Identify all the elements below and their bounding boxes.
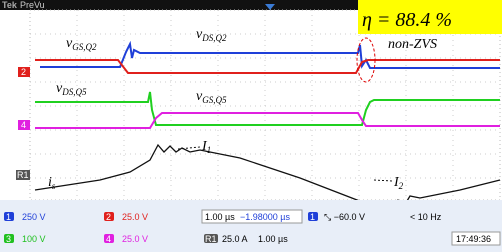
label-sub: s xyxy=(52,181,56,191)
label-sub: DS,Q5 xyxy=(61,87,87,97)
ch-scale: 250 V xyxy=(22,212,46,222)
ch-scale: 100 V xyxy=(22,234,46,244)
clock: 17:49:36 xyxy=(456,234,491,244)
ref-time: 1.00 µs xyxy=(258,234,288,244)
trigger-level: ⤡ −60.0 V xyxy=(324,212,365,222)
freq: < 10 Hz xyxy=(410,212,442,222)
ch-num: 2 xyxy=(106,212,111,222)
channel-marker-label: 4 xyxy=(21,120,26,130)
page: Tek PreVu η = 88.4 % vGS,Q2 vDS,Q2 non-Z… xyxy=(0,0,502,252)
ch-num: 1 xyxy=(6,212,11,222)
trig-num: 1 xyxy=(310,212,315,222)
label-sub: DS,Q2 xyxy=(201,33,227,43)
efficiency: η = 88.4 % xyxy=(362,9,452,31)
label-sub: GS,Q5 xyxy=(202,95,227,105)
ch-num: 3 xyxy=(6,234,11,244)
ch-num: 4 xyxy=(106,234,111,244)
delay: −1.98000 µs xyxy=(240,212,290,222)
channel-marker-label: 2 xyxy=(21,67,26,77)
timebase: 1.00 µs xyxy=(205,212,235,222)
label-sub: 2 xyxy=(399,181,404,191)
label-sub: 1 xyxy=(207,145,212,155)
status-bar xyxy=(0,200,502,252)
ch-scale: 25.0 V xyxy=(122,234,148,244)
channel-marker-label: R1 xyxy=(17,170,29,180)
mode: PreVu xyxy=(20,0,45,10)
ch-scale: 25.0 V xyxy=(122,212,148,222)
ref-num: R1 xyxy=(205,234,217,244)
ref-scale: 25.0 A xyxy=(222,234,248,244)
scope-screen: Tek PreVu η = 88.4 % vGS,Q2 vDS,Q2 non-Z… xyxy=(0,0,502,252)
label-sub: GS,Q2 xyxy=(72,42,97,52)
label: non-ZVS xyxy=(388,37,437,52)
brand: Tek xyxy=(2,0,18,10)
